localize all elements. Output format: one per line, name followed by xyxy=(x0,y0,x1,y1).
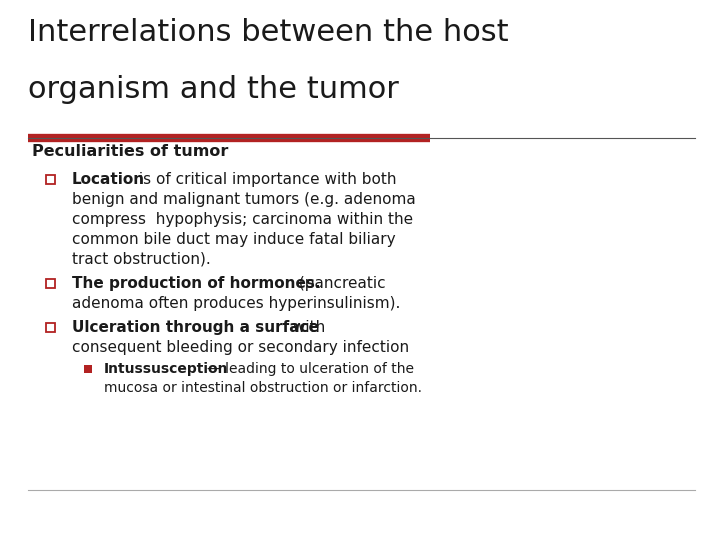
Text: adenoma often produces hyperinsulinism).: adenoma often produces hyperinsulinism). xyxy=(72,296,400,311)
Bar xyxy=(45,322,55,332)
Text: Interrelations between the host: Interrelations between the host xyxy=(28,18,508,47)
Text: Intussusception: Intussusception xyxy=(104,362,228,376)
Text: consequent bleeding or secondary infection: consequent bleeding or secondary infecti… xyxy=(72,340,409,355)
Text: The production of hormones.: The production of hormones. xyxy=(72,276,320,291)
Bar xyxy=(45,174,55,184)
Text: with: with xyxy=(288,320,325,335)
Bar xyxy=(84,365,92,373)
Text: Peculiarities of tumor: Peculiarities of tumor xyxy=(32,144,228,159)
Text: (pancreatic: (pancreatic xyxy=(294,276,386,291)
Bar xyxy=(45,279,55,287)
Text: benign and malignant tumors (e.g. adenoma: benign and malignant tumors (e.g. adenom… xyxy=(72,192,415,207)
Text: — leading to ulceration of the: — leading to ulceration of the xyxy=(207,362,414,376)
Text: common bile duct may induce fatal biliary: common bile duct may induce fatal biliar… xyxy=(72,232,395,247)
Text: organism and the tumor: organism and the tumor xyxy=(28,75,399,104)
Text: is of critical importance with both: is of critical importance with both xyxy=(134,172,397,187)
Text: compress  hypophysis; carcinoma within the: compress hypophysis; carcinoma within th… xyxy=(72,212,413,227)
Text: Ulceration through a surface: Ulceration through a surface xyxy=(72,320,319,335)
Text: tract obstruction).: tract obstruction). xyxy=(72,252,211,267)
Text: mucosa or intestinal obstruction or infarction.: mucosa or intestinal obstruction or infa… xyxy=(104,381,422,395)
Text: Location: Location xyxy=(72,172,145,187)
